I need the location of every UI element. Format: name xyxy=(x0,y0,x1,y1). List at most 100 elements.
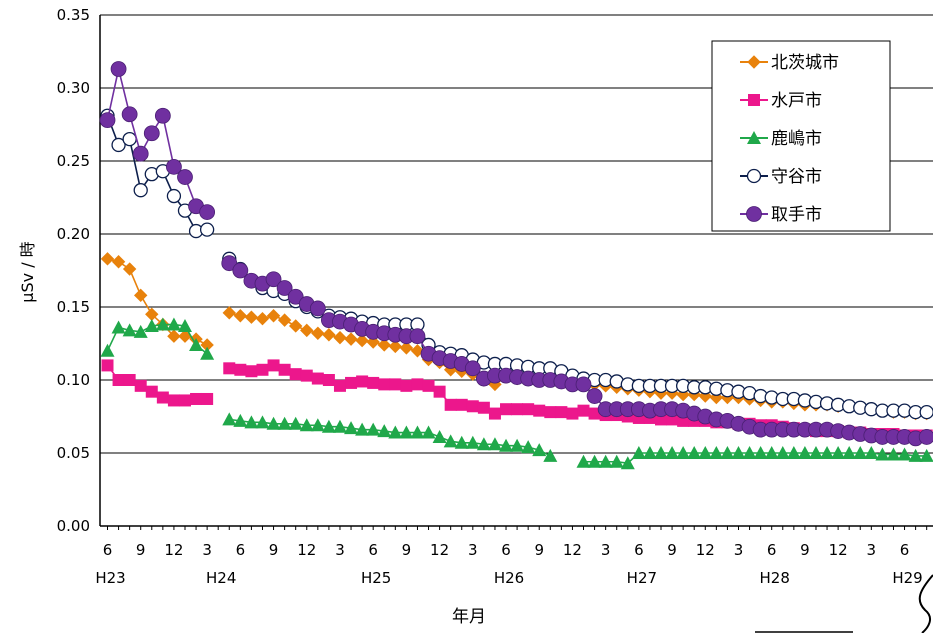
y-tick-label: 0.20 xyxy=(57,225,90,243)
data-point xyxy=(112,320,126,333)
y-tick-label: 0.25 xyxy=(57,152,90,170)
data-point xyxy=(456,399,468,411)
data-point xyxy=(102,359,114,371)
data-point xyxy=(279,314,291,326)
data-point xyxy=(500,403,512,415)
legend-marker xyxy=(748,170,761,183)
data-point xyxy=(268,310,280,322)
data-point xyxy=(345,333,357,345)
data-point xyxy=(367,377,379,389)
x-tick-label: 3 xyxy=(468,541,478,559)
legend-label: 水戸市 xyxy=(771,91,822,111)
x-tick-label: 6 xyxy=(103,541,113,559)
data-point xyxy=(256,364,268,376)
data-point xyxy=(301,324,313,336)
x-tick-label: 6 xyxy=(368,541,378,559)
year-label: H26 xyxy=(494,569,524,587)
data-point xyxy=(290,368,302,380)
x-tick-label: 9 xyxy=(534,541,544,559)
data-point xyxy=(410,329,425,344)
data-point xyxy=(200,347,214,360)
legend-label: 守谷市 xyxy=(771,167,822,187)
data-point xyxy=(378,378,390,390)
x-tick-label: 9 xyxy=(667,541,677,559)
x-tick-label: 12 xyxy=(164,541,183,559)
y-tick-labels: 0.000.050.100.150.200.250.300.35 xyxy=(57,6,90,535)
y-tick-label: 0.30 xyxy=(57,79,90,97)
year-label: H28 xyxy=(760,569,790,587)
data-point xyxy=(201,223,214,236)
legend-marker xyxy=(748,94,760,106)
data-point xyxy=(146,386,158,398)
data-point xyxy=(201,393,213,405)
data-point xyxy=(167,190,180,203)
data-point xyxy=(411,378,423,390)
legend-label: 鹿嶋市 xyxy=(771,129,822,149)
data-point xyxy=(312,373,324,385)
x-tick-label: 12 xyxy=(563,541,582,559)
data-point xyxy=(279,364,291,376)
data-point xyxy=(155,108,170,123)
x-tick-label: 12 xyxy=(829,541,848,559)
data-point xyxy=(122,107,137,122)
y-tick-label: 0.15 xyxy=(57,298,90,316)
year-label: H24 xyxy=(206,569,236,587)
x-tick-label: 3 xyxy=(202,541,212,559)
x-tick-label: 3 xyxy=(867,541,877,559)
data-point xyxy=(920,406,933,419)
data-point xyxy=(511,403,523,415)
data-point xyxy=(223,362,235,374)
data-point xyxy=(478,402,490,414)
x-tick-label: 6 xyxy=(767,541,777,559)
data-point xyxy=(100,113,115,128)
data-point xyxy=(101,344,115,357)
data-point xyxy=(334,380,346,392)
legend-label: 取手市 xyxy=(771,205,822,225)
data-point xyxy=(124,374,136,386)
year-label: H23 xyxy=(95,569,125,587)
data-point xyxy=(200,205,215,220)
x-tick-label: 6 xyxy=(501,541,511,559)
data-point xyxy=(544,406,556,418)
y-tick-label: 0.05 xyxy=(57,444,90,462)
data-point xyxy=(135,289,147,301)
data-point xyxy=(256,313,268,325)
x-tick-label: 12 xyxy=(696,541,715,559)
data-point xyxy=(102,253,114,265)
data-point xyxy=(268,359,280,371)
x-tick-label: 9 xyxy=(269,541,279,559)
legend-label: 北茨城市 xyxy=(771,53,839,73)
data-point xyxy=(190,393,202,405)
legend-marker xyxy=(747,207,762,222)
data-point xyxy=(133,146,148,161)
x-tick-label: 12 xyxy=(430,541,449,559)
x-axis-label: 年月 xyxy=(452,607,486,627)
x-tick-label: 6 xyxy=(634,541,644,559)
y-tick-label: 0.35 xyxy=(57,6,90,24)
data-point xyxy=(113,374,125,386)
data-point xyxy=(222,412,236,425)
year-label: H25 xyxy=(361,569,391,587)
data-point xyxy=(389,378,401,390)
data-point xyxy=(919,429,933,444)
data-point xyxy=(522,403,534,415)
data-point xyxy=(400,380,412,392)
data-point xyxy=(134,184,147,197)
data-point xyxy=(467,400,479,412)
x-tick-label: 12 xyxy=(297,541,316,559)
data-point xyxy=(587,389,602,404)
x-tick-label: 9 xyxy=(402,541,412,559)
data-point xyxy=(179,394,191,406)
data-point xyxy=(113,256,125,268)
data-point xyxy=(157,392,169,404)
x-tick-label: 3 xyxy=(601,541,611,559)
data-point xyxy=(356,375,368,387)
y-tick-label: 0.10 xyxy=(57,371,90,389)
data-point xyxy=(245,365,257,377)
data-point xyxy=(576,377,591,392)
data-point xyxy=(578,405,590,417)
